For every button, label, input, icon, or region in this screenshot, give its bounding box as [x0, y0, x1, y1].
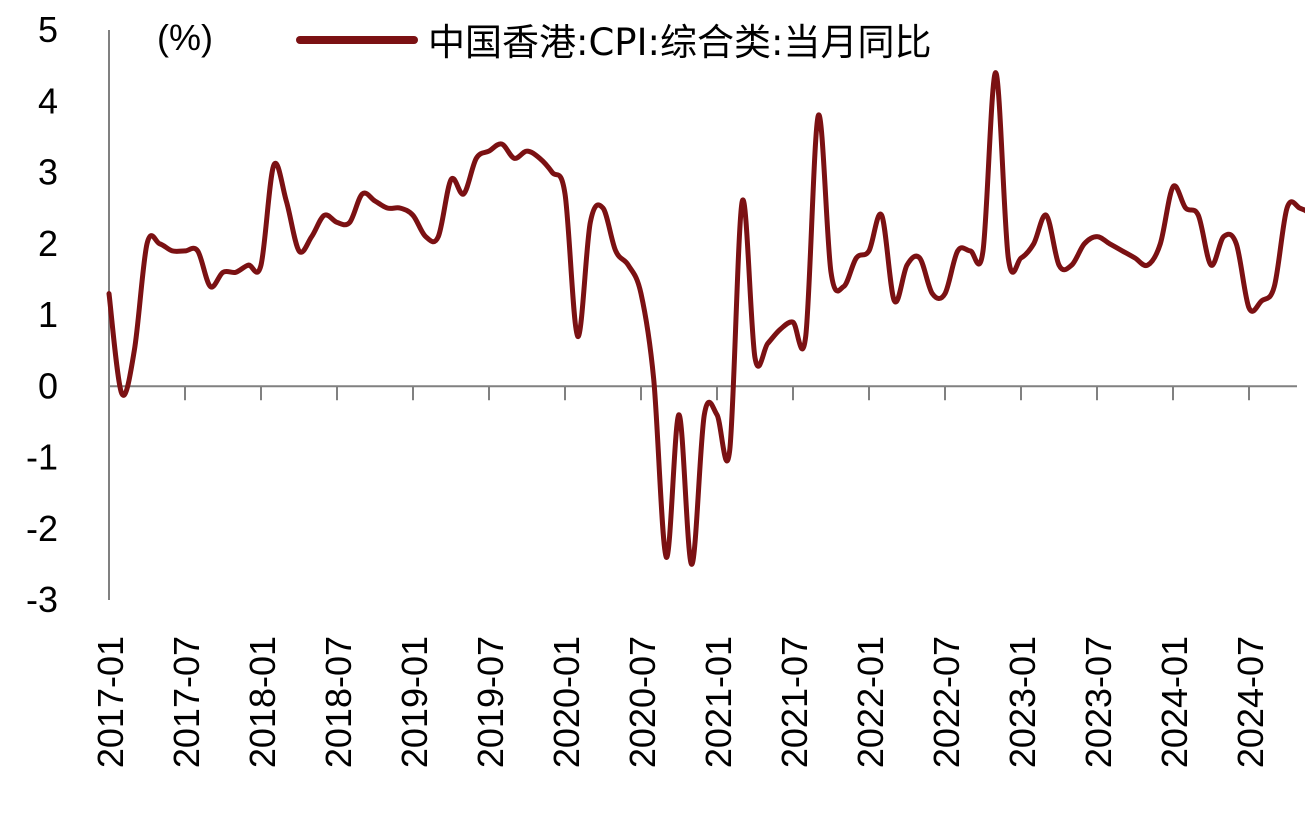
legend: 中国香港:CPI:综合类:当月同比: [296, 21, 931, 64]
unit-label: (%): [157, 17, 213, 58]
series-group: [106, 70, 1305, 567]
legend-series-label: 中国香港:CPI:综合类:当月同比: [428, 21, 931, 64]
x-tick-label: 2021-07: [774, 636, 815, 768]
y-tick-label: -2: [26, 508, 58, 549]
y-tick-label: 1: [38, 294, 58, 335]
y-tick-label: -3: [26, 579, 58, 620]
x-tick-label: 2017-07: [166, 636, 207, 768]
x-tick-label: 2018-07: [318, 636, 359, 768]
x-tick-label: 2021-01: [698, 636, 739, 768]
x-tick-label: 2024-07: [1230, 636, 1271, 768]
y-tick-label: 0: [38, 365, 58, 406]
x-tick-label: 2020-01: [546, 636, 587, 768]
x-axis: 2017-01 2017-07 2018-01 2018-07 2019-01 2019-…: [90, 385, 1297, 768]
y-tick-label: 5: [38, 9, 58, 50]
series-line: [106, 70, 1305, 567]
x-tick-label: 2023-01: [1002, 636, 1043, 768]
y-tick-label: 4: [38, 80, 58, 121]
x-tick-label: 2022-07: [926, 636, 967, 768]
y-tick-label: 3: [38, 152, 58, 193]
y-tick-label: 2: [38, 223, 58, 264]
y-tick-label: -1: [26, 437, 58, 478]
x-tick-label: 2023-07: [1078, 636, 1119, 768]
x-tick-label: 2018-01: [242, 636, 283, 768]
x-tick-label: 2019-07: [470, 636, 511, 768]
x-tick-label: 2019-01: [394, 636, 435, 768]
x-tick-label: 2022-01: [850, 636, 891, 768]
x-tick-label: 2024-01: [1154, 636, 1195, 768]
x-tick-label: 2020-07: [622, 636, 663, 768]
x-tick-label: 2017-01: [90, 636, 131, 768]
y-axis: 5 4 3 2 1 0 -1 -2 -3: [26, 9, 110, 620]
